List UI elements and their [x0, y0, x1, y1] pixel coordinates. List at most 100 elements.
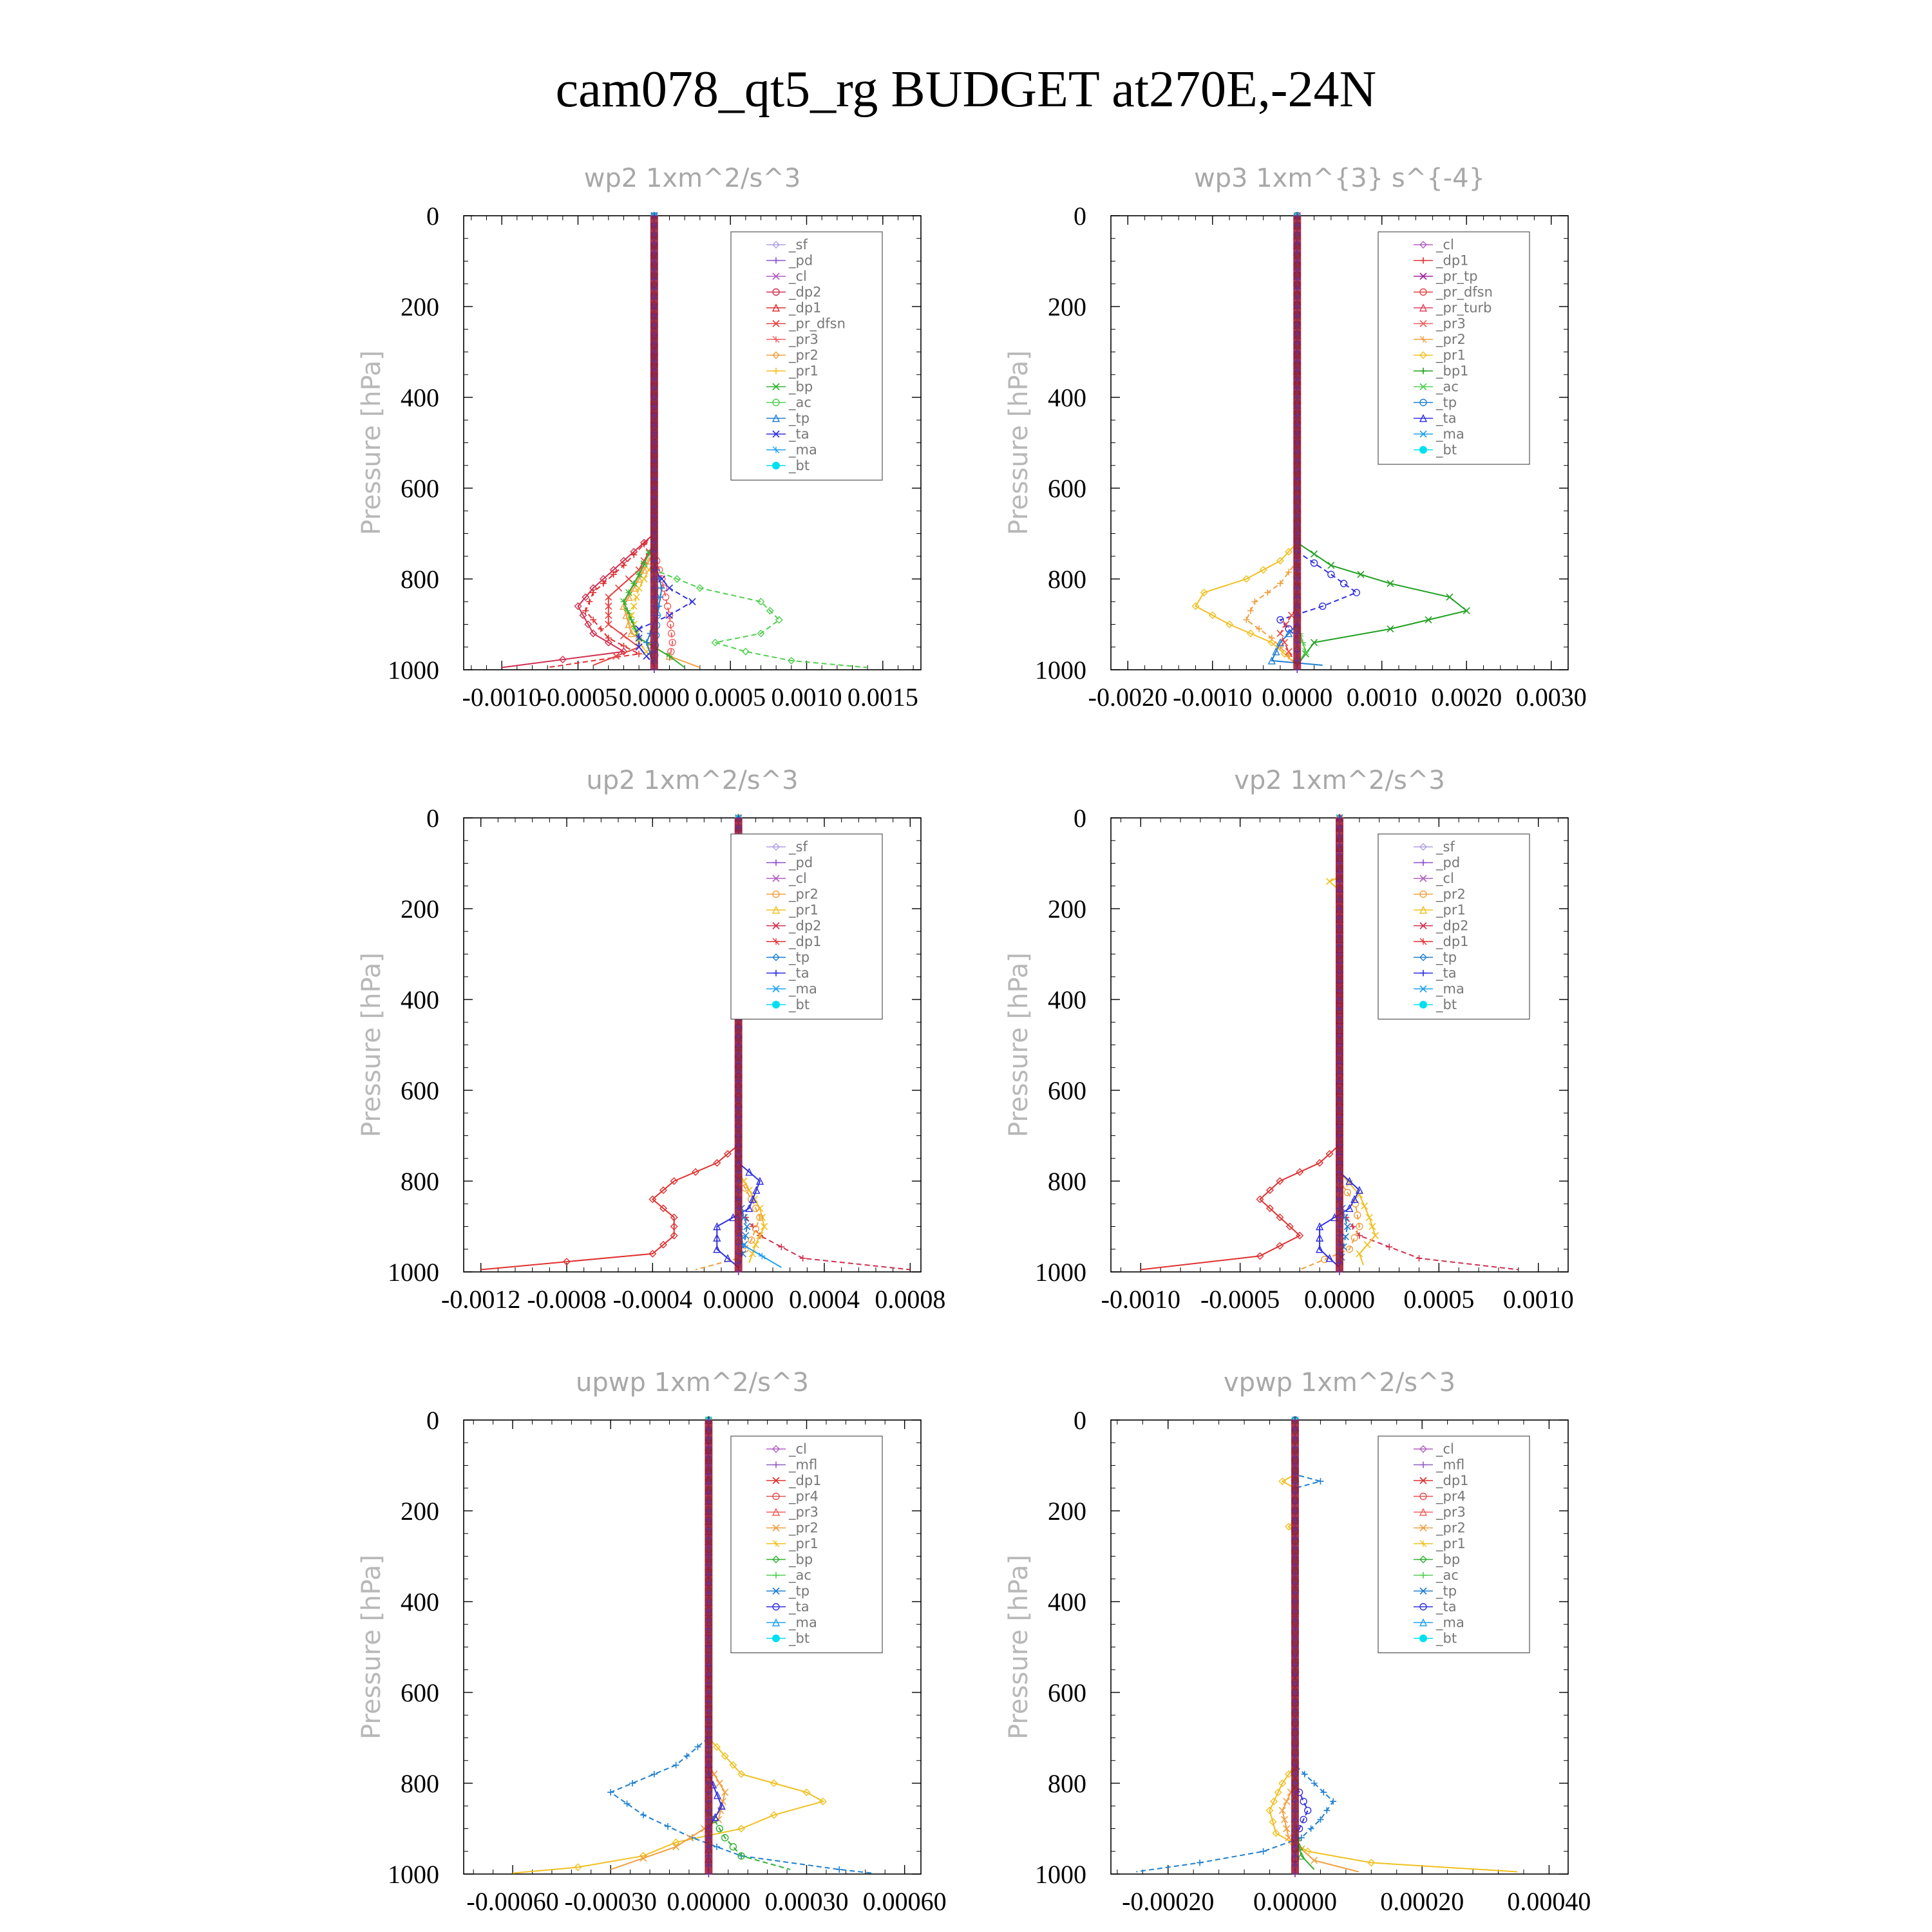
- y-tick-label: 1000: [388, 1258, 439, 1287]
- zero-profile-point: [735, 1032, 742, 1039]
- zero-profile-point: [650, 312, 658, 319]
- series-bp-point: [620, 598, 627, 605]
- legend-entry: _sf: [1435, 839, 1455, 855]
- legend-point: [772, 1492, 780, 1501]
- y-tick-label: 200: [401, 1497, 439, 1526]
- zero-profile-point: [650, 585, 658, 592]
- zero-profile-point: [1291, 1653, 1298, 1660]
- series-ta-point: [1327, 571, 1335, 578]
- zero-profile-point: [1294, 557, 1301, 564]
- legend-entry: _pr2: [1435, 1520, 1466, 1537]
- series-pr1-point: [1367, 1859, 1376, 1867]
- x-tick-label: 0.0010: [772, 683, 842, 712]
- zero-profile-point: [735, 1096, 742, 1103]
- legend-point: [1419, 351, 1427, 359]
- legend-point: [772, 1618, 781, 1627]
- x-tick-label: 0.0010: [1503, 1285, 1574, 1314]
- series-pr1-point: [1356, 1191, 1363, 1198]
- zero-profile-point: [735, 1023, 742, 1030]
- series-pr1-point: [1361, 1202, 1368, 1210]
- zero-profile-point: [1336, 842, 1343, 849]
- series-pr2-point: [1247, 607, 1254, 614]
- zero-profile-point: [1336, 1241, 1343, 1248]
- series-dp2-point: [778, 1244, 785, 1251]
- zero-profile-point: [650, 403, 658, 410]
- zero-profile-point: [1294, 394, 1301, 401]
- zero-profile-point: [705, 1453, 712, 1460]
- series-dp1-point: [1276, 1213, 1284, 1222]
- series-tp-point: [1311, 1780, 1318, 1786]
- series-ta-point: [1355, 1186, 1364, 1194]
- legend-entry: _pr3: [788, 332, 819, 348]
- zero-profile-point: [1291, 1643, 1298, 1651]
- zero-profile-point: [1291, 1770, 1298, 1777]
- zero-profile-point: [650, 612, 658, 619]
- zero-profile-point: [735, 1105, 742, 1112]
- legend-point: [1419, 241, 1427, 249]
- zero-profile-point: [1336, 923, 1343, 931]
- zero-profile-point: [1291, 1462, 1298, 1469]
- zero-profile-point: [1291, 1553, 1298, 1560]
- zero-profile-point: [650, 276, 658, 283]
- legend-entry: _pr2: [788, 887, 819, 903]
- zero-profile-point: [650, 539, 658, 546]
- legend-entry: _bt: [1435, 1631, 1457, 1647]
- series-bp1-point: [1357, 571, 1365, 578]
- zero-profile-point: [1294, 576, 1301, 582]
- series-bp1-point: [1310, 639, 1318, 647]
- y-axis-label: Pressure [hPa]: [1004, 350, 1034, 535]
- series-tp-point: [1317, 1478, 1324, 1485]
- zero-profile-point: [1291, 1417, 1298, 1423]
- zero-profile-point: [650, 421, 658, 428]
- series-pr1-point: [819, 1797, 827, 1806]
- legend-entry: _ac: [1435, 379, 1459, 395]
- legend-entry: _pr1: [1435, 348, 1466, 364]
- legend-entry: _cl: [1435, 237, 1454, 253]
- series-bp-point: [1297, 1852, 1305, 1860]
- legend-entry: _sf: [788, 237, 808, 253]
- series-line-dp1: [547, 216, 655, 668]
- legend-point: [1419, 1477, 1427, 1484]
- zero-profile-point: [1294, 348, 1301, 355]
- zero-profile-point: [705, 1680, 712, 1687]
- panel-5: upwp 1xm^2/s^3 Pressure [hPa] 0 200 400 600 80…: [357, 1368, 947, 1916]
- zero-profile-point: [735, 1132, 742, 1139]
- series-pr2-point: [1285, 1834, 1293, 1842]
- zero-profile-point: [1336, 1077, 1343, 1084]
- series-pr1-point: [1285, 1522, 1293, 1531]
- zero-profile-point: [705, 1580, 712, 1587]
- legend-entry: _tp: [1435, 1584, 1457, 1600]
- series-dp1-point: [1276, 1177, 1284, 1185]
- legend-entry: _pd: [1435, 855, 1460, 871]
- zero-profile-point: [705, 1689, 712, 1696]
- series-pr1-point: [630, 602, 638, 610]
- series-ta-point: [713, 1791, 722, 1799]
- series-pr1-point: [1259, 565, 1267, 574]
- series-line-pr2: [1299, 818, 1360, 1271]
- zero-profile-point: [705, 1852, 712, 1859]
- legend-point: [1420, 859, 1426, 866]
- series-dp2-point: [558, 656, 567, 664]
- series-tp-point: [1272, 647, 1280, 656]
- zero-profile-point: [1291, 1752, 1298, 1759]
- zero-profile-point: [705, 1426, 712, 1433]
- zero-profile-point: [1336, 1269, 1343, 1275]
- series-pr1-point: [1274, 1788, 1282, 1797]
- zero-profile-point: [1336, 896, 1343, 903]
- x-tick-label: -0.0010: [1101, 1285, 1180, 1314]
- series-pr2-point: [1268, 634, 1275, 641]
- series-pr3-point: [667, 629, 676, 638]
- series-pr2-point: [1283, 1824, 1291, 1833]
- series-tp-point: [1267, 656, 1276, 665]
- zero-profile-point: [1291, 1725, 1298, 1732]
- y-tick-label: 200: [1048, 1497, 1086, 1526]
- legend-entry: _cl: [1435, 871, 1454, 887]
- zero-profile-point: [1294, 303, 1301, 310]
- series-bp-point: [625, 589, 632, 596]
- series-tp-point: [623, 1800, 630, 1807]
- series-ta-point: [635, 643, 643, 651]
- x-tick-label: 0.00030: [765, 1887, 849, 1916]
- y-tick-label: 200: [401, 292, 439, 321]
- zero-profile-point: [650, 566, 658, 573]
- zero-profile-point: [705, 1589, 712, 1596]
